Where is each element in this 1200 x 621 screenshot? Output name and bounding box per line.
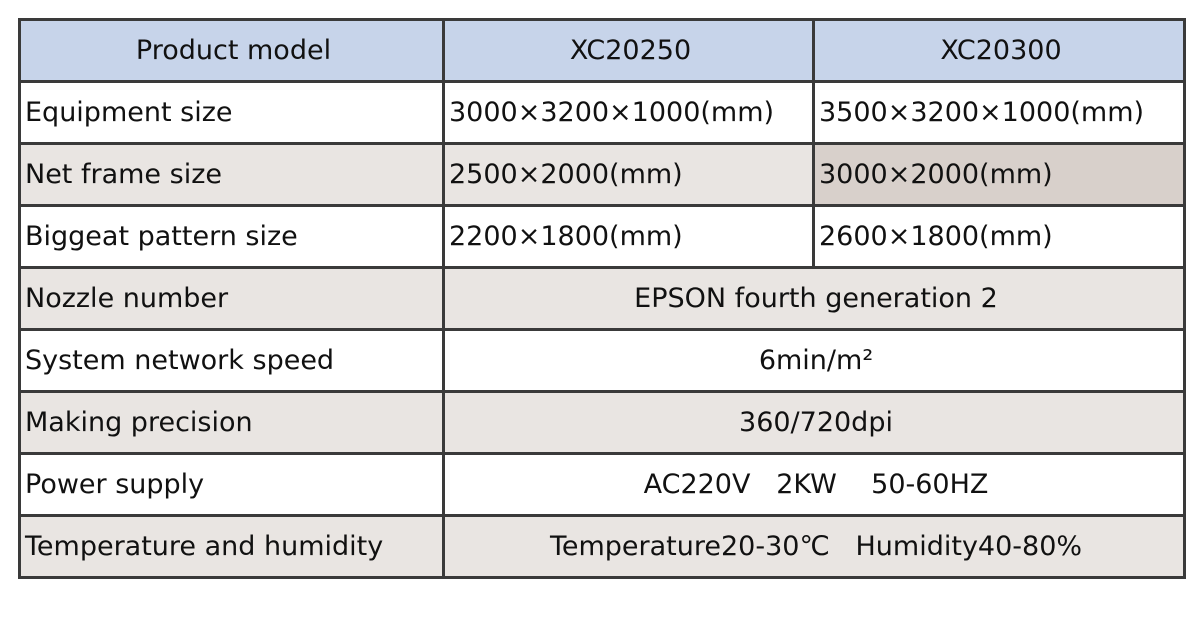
cell: 3500×3200×1000(mm) (812, 80, 1186, 145)
header-row: Product model XC20250 XC20300 (18, 18, 1186, 83)
header-cell: Product model (18, 18, 445, 83)
table-row: System network speed 6min/m² (18, 328, 1186, 393)
table-body: Product model XC20250 XC20300 Equipment siz… (18, 18, 1186, 579)
cell: 360/720dpi (442, 390, 1186, 455)
cell: 6min/m² (442, 328, 1186, 393)
cell: 2600×1800(mm) (812, 204, 1186, 269)
table-row: Equipment size 3000×3200×1000(mm) 3500×320… (18, 80, 1186, 145)
row-label: Biggeat pattern size (18, 204, 445, 269)
cell: AC220V 2KW 50-60HZ (442, 452, 1186, 517)
header-cell: XC20300 (812, 18, 1186, 83)
spec-table: Product model XC20250 XC20300 Equipment siz… (18, 18, 1186, 579)
row-label: Net frame size (18, 142, 445, 207)
header-cell: XC20250 (442, 18, 815, 83)
table-row: Nozzle number EPSON fourth generation 2 (18, 266, 1186, 331)
table-row: Temperature and humidity Temperature20-30… (18, 514, 1186, 579)
row-label: Temperature and humidity (18, 514, 445, 579)
cell: 2200×1800(mm) (442, 204, 815, 269)
row-label: Equipment size (18, 80, 445, 145)
cell: EPSON fourth generation 2 (442, 266, 1186, 331)
cell: 3000×3200×1000(mm) (442, 80, 815, 145)
table-row: Making precision 360/720dpi (18, 390, 1186, 455)
row-label: Power supply (18, 452, 445, 517)
cell: 2500×2000(mm) (442, 142, 815, 207)
cell: Temperature20-30℃ Humidity40-80% (442, 514, 1186, 579)
row-label: System network speed (18, 328, 445, 393)
table-row: Power supply AC220V 2KW 50-60HZ (18, 452, 1186, 517)
table-row: Net frame size 2500×2000(mm) 3000×2000(mm) (18, 142, 1186, 207)
row-label: Nozzle number (18, 266, 445, 331)
row-label: Making precision (18, 390, 445, 455)
table-row: Biggeat pattern size 2200×1800(mm) 2600×18… (18, 204, 1186, 269)
cell: 3000×2000(mm) (812, 142, 1186, 207)
